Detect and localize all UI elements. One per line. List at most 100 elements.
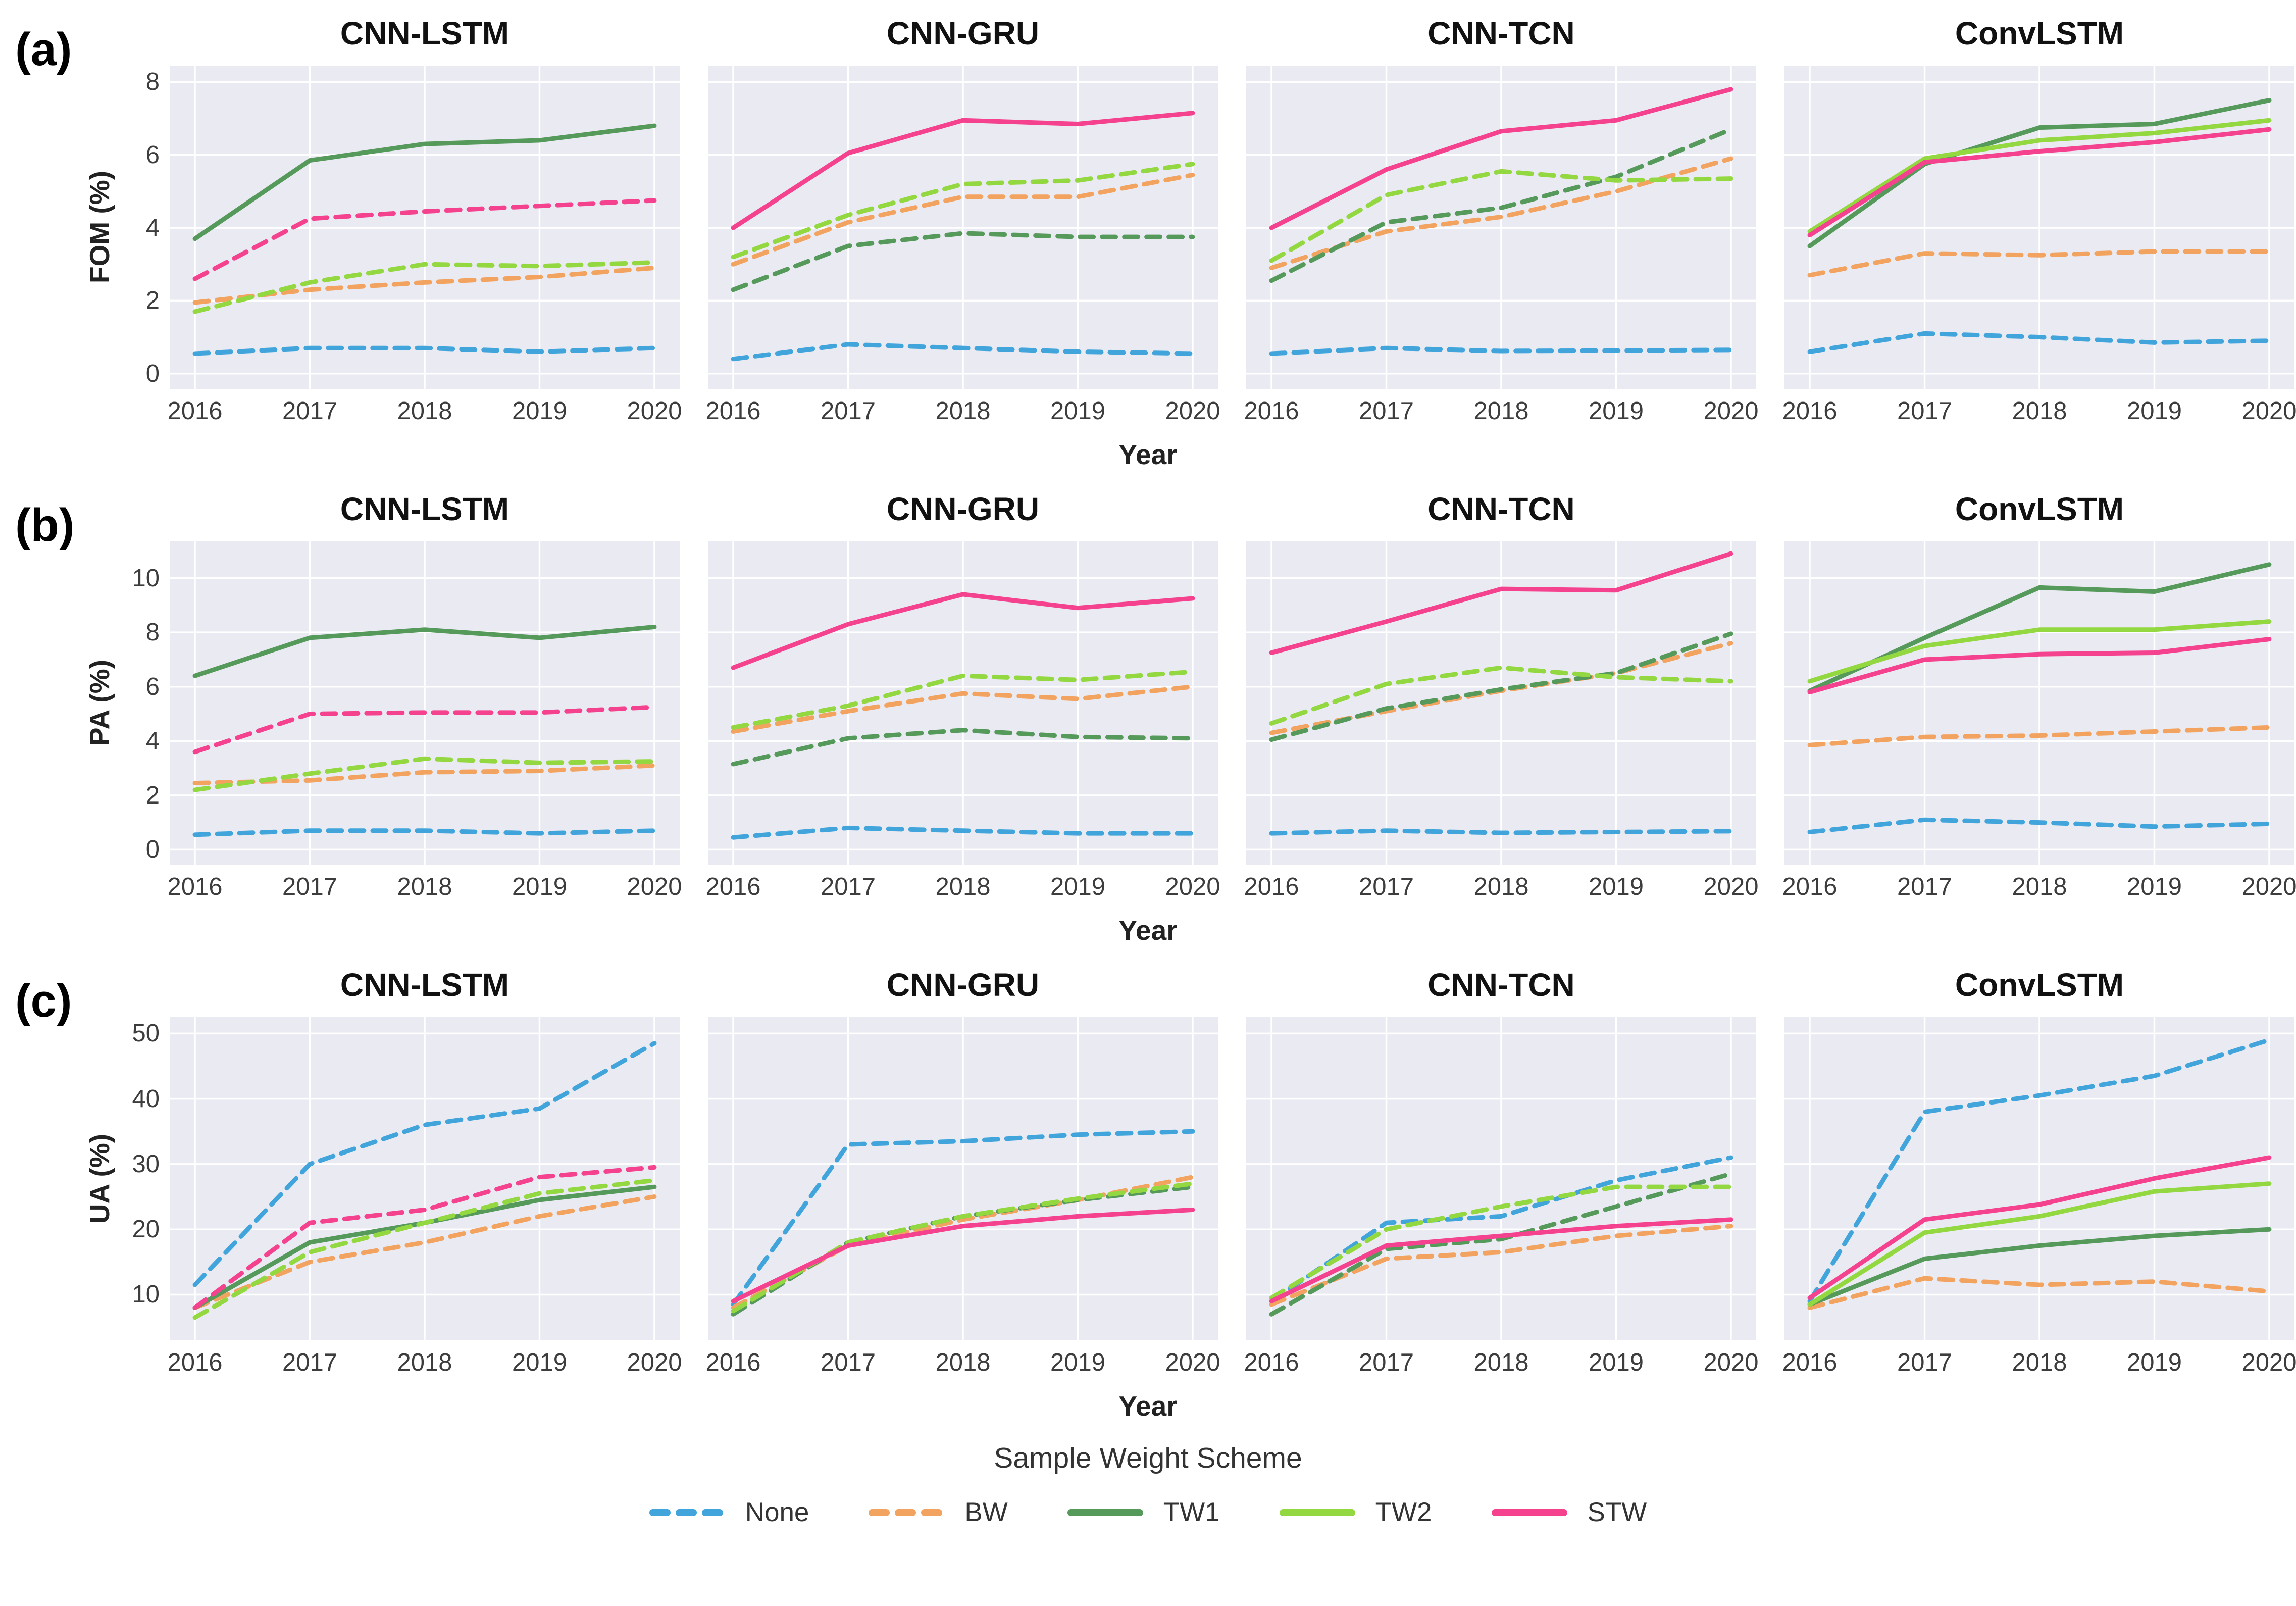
y-tick-label: 8 — [145, 68, 160, 96]
series-line-stw — [192, 1165, 657, 1310]
series-line-none — [1269, 828, 1733, 836]
legend-item-tw2: TW2 — [1279, 1497, 1432, 1528]
y-tick-label: 8 — [145, 619, 160, 646]
subplot-cnn-tcn: CNN-TCN 2016 2017 2018 2019 2020 — [1244, 966, 1759, 1388]
series-line-tw2 — [1269, 1184, 1733, 1300]
series-line-bw — [192, 1194, 657, 1310]
x-tick-label: 2017 — [821, 873, 876, 900]
x-tick-label: 2016 — [705, 873, 761, 900]
y-axis-ticks: 0 2 4 6 8 10 — [119, 541, 170, 865]
series-line-stw — [192, 198, 657, 281]
series-line-bw — [1807, 1276, 2272, 1310]
panel-title: CNN-TCN — [1427, 15, 1575, 52]
x-tick-label: 2016 — [1782, 873, 1838, 900]
series-line-tw2 — [731, 669, 1195, 730]
x-tick-label: 2020 — [1703, 1349, 1759, 1376]
plot-area — [1784, 541, 2294, 865]
legend: Sample Weight Scheme None BW TW1 TW2 STW — [0, 1441, 2296, 1528]
legend-label: None — [745, 1497, 809, 1527]
y-tick-label: 6 — [145, 673, 160, 700]
series-line-bw — [1269, 156, 1733, 270]
series-line-tw1 — [731, 231, 1195, 292]
subplot-cnn-lstm: CNN-LSTM 2016 2017 2018 2019 2020 — [168, 14, 682, 436]
series-line-none — [1269, 1155, 1733, 1303]
x-tick-label: 2018 — [2012, 397, 2067, 425]
series-line-stw — [1269, 1217, 1733, 1303]
panel-title: ConvLSTM — [1955, 967, 2124, 1003]
series-line-none — [731, 1129, 1195, 1307]
panel-row-label-a: (a) — [15, 24, 72, 75]
series-line-stw — [731, 592, 1195, 670]
series-line-tw1 — [1807, 98, 2272, 248]
y-tick-label: 40 — [132, 1085, 160, 1113]
x-tick-label: 2018 — [397, 1349, 452, 1376]
series-line-tw1 — [1269, 1171, 1733, 1317]
x-tick-label: 2019 — [1588, 1349, 1644, 1376]
x-tick-label: 2018 — [1473, 873, 1529, 900]
panel-title: CNN-LSTM — [340, 967, 509, 1003]
legend-label: STW — [1587, 1497, 1647, 1527]
y-tick-label: 0 — [145, 836, 160, 864]
x-axis-label-row-c: Year — [1118, 1390, 1178, 1422]
x-tick-label: 2019 — [512, 873, 567, 900]
x-tick-label: 2019 — [1050, 397, 1105, 425]
panel-title: CNN-LSTM — [340, 15, 509, 52]
y-tick-label: 4 — [145, 727, 160, 755]
series-line-tw2 — [1807, 1181, 2272, 1307]
legend-item-stw: STW — [1491, 1497, 1647, 1528]
x-tick-label: 2019 — [1588, 397, 1644, 425]
y-tick-label: 2 — [145, 287, 160, 315]
x-tick-label: 2016 — [1244, 397, 1299, 425]
legend-item-none: None — [649, 1497, 809, 1528]
x-tick-label: 2018 — [2012, 873, 2067, 900]
y-tick-label: 30 — [132, 1150, 160, 1178]
x-tick-label: 2020 — [2241, 873, 2296, 900]
plot-area — [708, 541, 1218, 865]
plot-area — [1784, 66, 2294, 389]
panel-title: CNN-GRU — [886, 15, 1040, 52]
subplot-cnn-gru: CNN-GRU 2016 2017 2018 2019 2020 — [706, 966, 1220, 1388]
x-tick-label: 2016 — [167, 873, 223, 900]
y-axis-label-pa: PA (%) — [84, 660, 115, 746]
subplot-panels-row-c: CNN-LSTM 2016 2017 2018 2019 2020 CNN-GRU 2016 2… — [168, 966, 2296, 1388]
x-tick-label: 2020 — [2241, 397, 2296, 425]
series-line-tw2 — [192, 756, 657, 792]
series-line-tw1 — [1269, 127, 1733, 283]
legend-swatch-solid-line-icon — [1067, 1509, 1143, 1516]
series-line-none — [1807, 1037, 2272, 1303]
plot-area — [1784, 1017, 2294, 1340]
series-line-stw — [192, 705, 657, 755]
x-tick-label: 2019 — [512, 397, 567, 425]
x-tick-label: 2016 — [1782, 1349, 1838, 1376]
x-axis-ticks: 2016 2017 2018 2019 2020 — [168, 1348, 682, 1388]
y-axis-label-wrap: FOM (%) — [80, 66, 119, 389]
x-tick-label: 2017 — [821, 1349, 876, 1376]
subplot-convlstm: ConvLSTM 2016 2017 2018 2019 2020 — [1782, 14, 2296, 436]
x-tick-label: 2016 — [705, 397, 761, 425]
x-tick-label: 2020 — [1703, 873, 1759, 900]
legend-swatch-solid-line-icon — [1279, 1509, 1355, 1516]
panel-title: CNN-LSTM — [340, 491, 509, 527]
x-tick-label: 2017 — [282, 873, 338, 900]
x-tick-label: 2018 — [2012, 1349, 2067, 1376]
y-tick-label: 10 — [132, 1281, 160, 1309]
x-axis-ticks: 2016 2017 2018 2019 2020 — [1782, 1348, 2296, 1388]
subplot-convlstm: ConvLSTM 2016 2017 2018 2019 2020 — [1782, 490, 2296, 912]
legend-swatch-dashed-line-icon — [869, 1509, 945, 1516]
series-line-tw2 — [1269, 665, 1733, 726]
series-line-tw1 — [1269, 631, 1733, 742]
plot-area — [1246, 66, 1756, 389]
series-line-none — [1269, 345, 1733, 356]
x-tick-label: 2016 — [1782, 397, 1838, 425]
chart-row-c: (c) UA (%) 10 20 30 40 50 CNN-LSTM 2016 2017 20… — [0, 966, 2296, 1388]
x-axis-ticks: 2016 2017 2018 2019 2020 — [168, 397, 682, 436]
plot-area — [1246, 1017, 1756, 1340]
plot-area — [708, 1017, 1218, 1340]
series-line-tw1 — [1807, 1227, 2272, 1307]
x-tick-label: 2017 — [1897, 1349, 1953, 1376]
series-line-none — [1807, 817, 2272, 834]
series-line-none — [731, 342, 1195, 362]
series-line-tw2 — [731, 162, 1195, 260]
panel-title: CNN-TCN — [1427, 491, 1575, 527]
x-tick-label: 2016 — [1244, 1349, 1299, 1376]
